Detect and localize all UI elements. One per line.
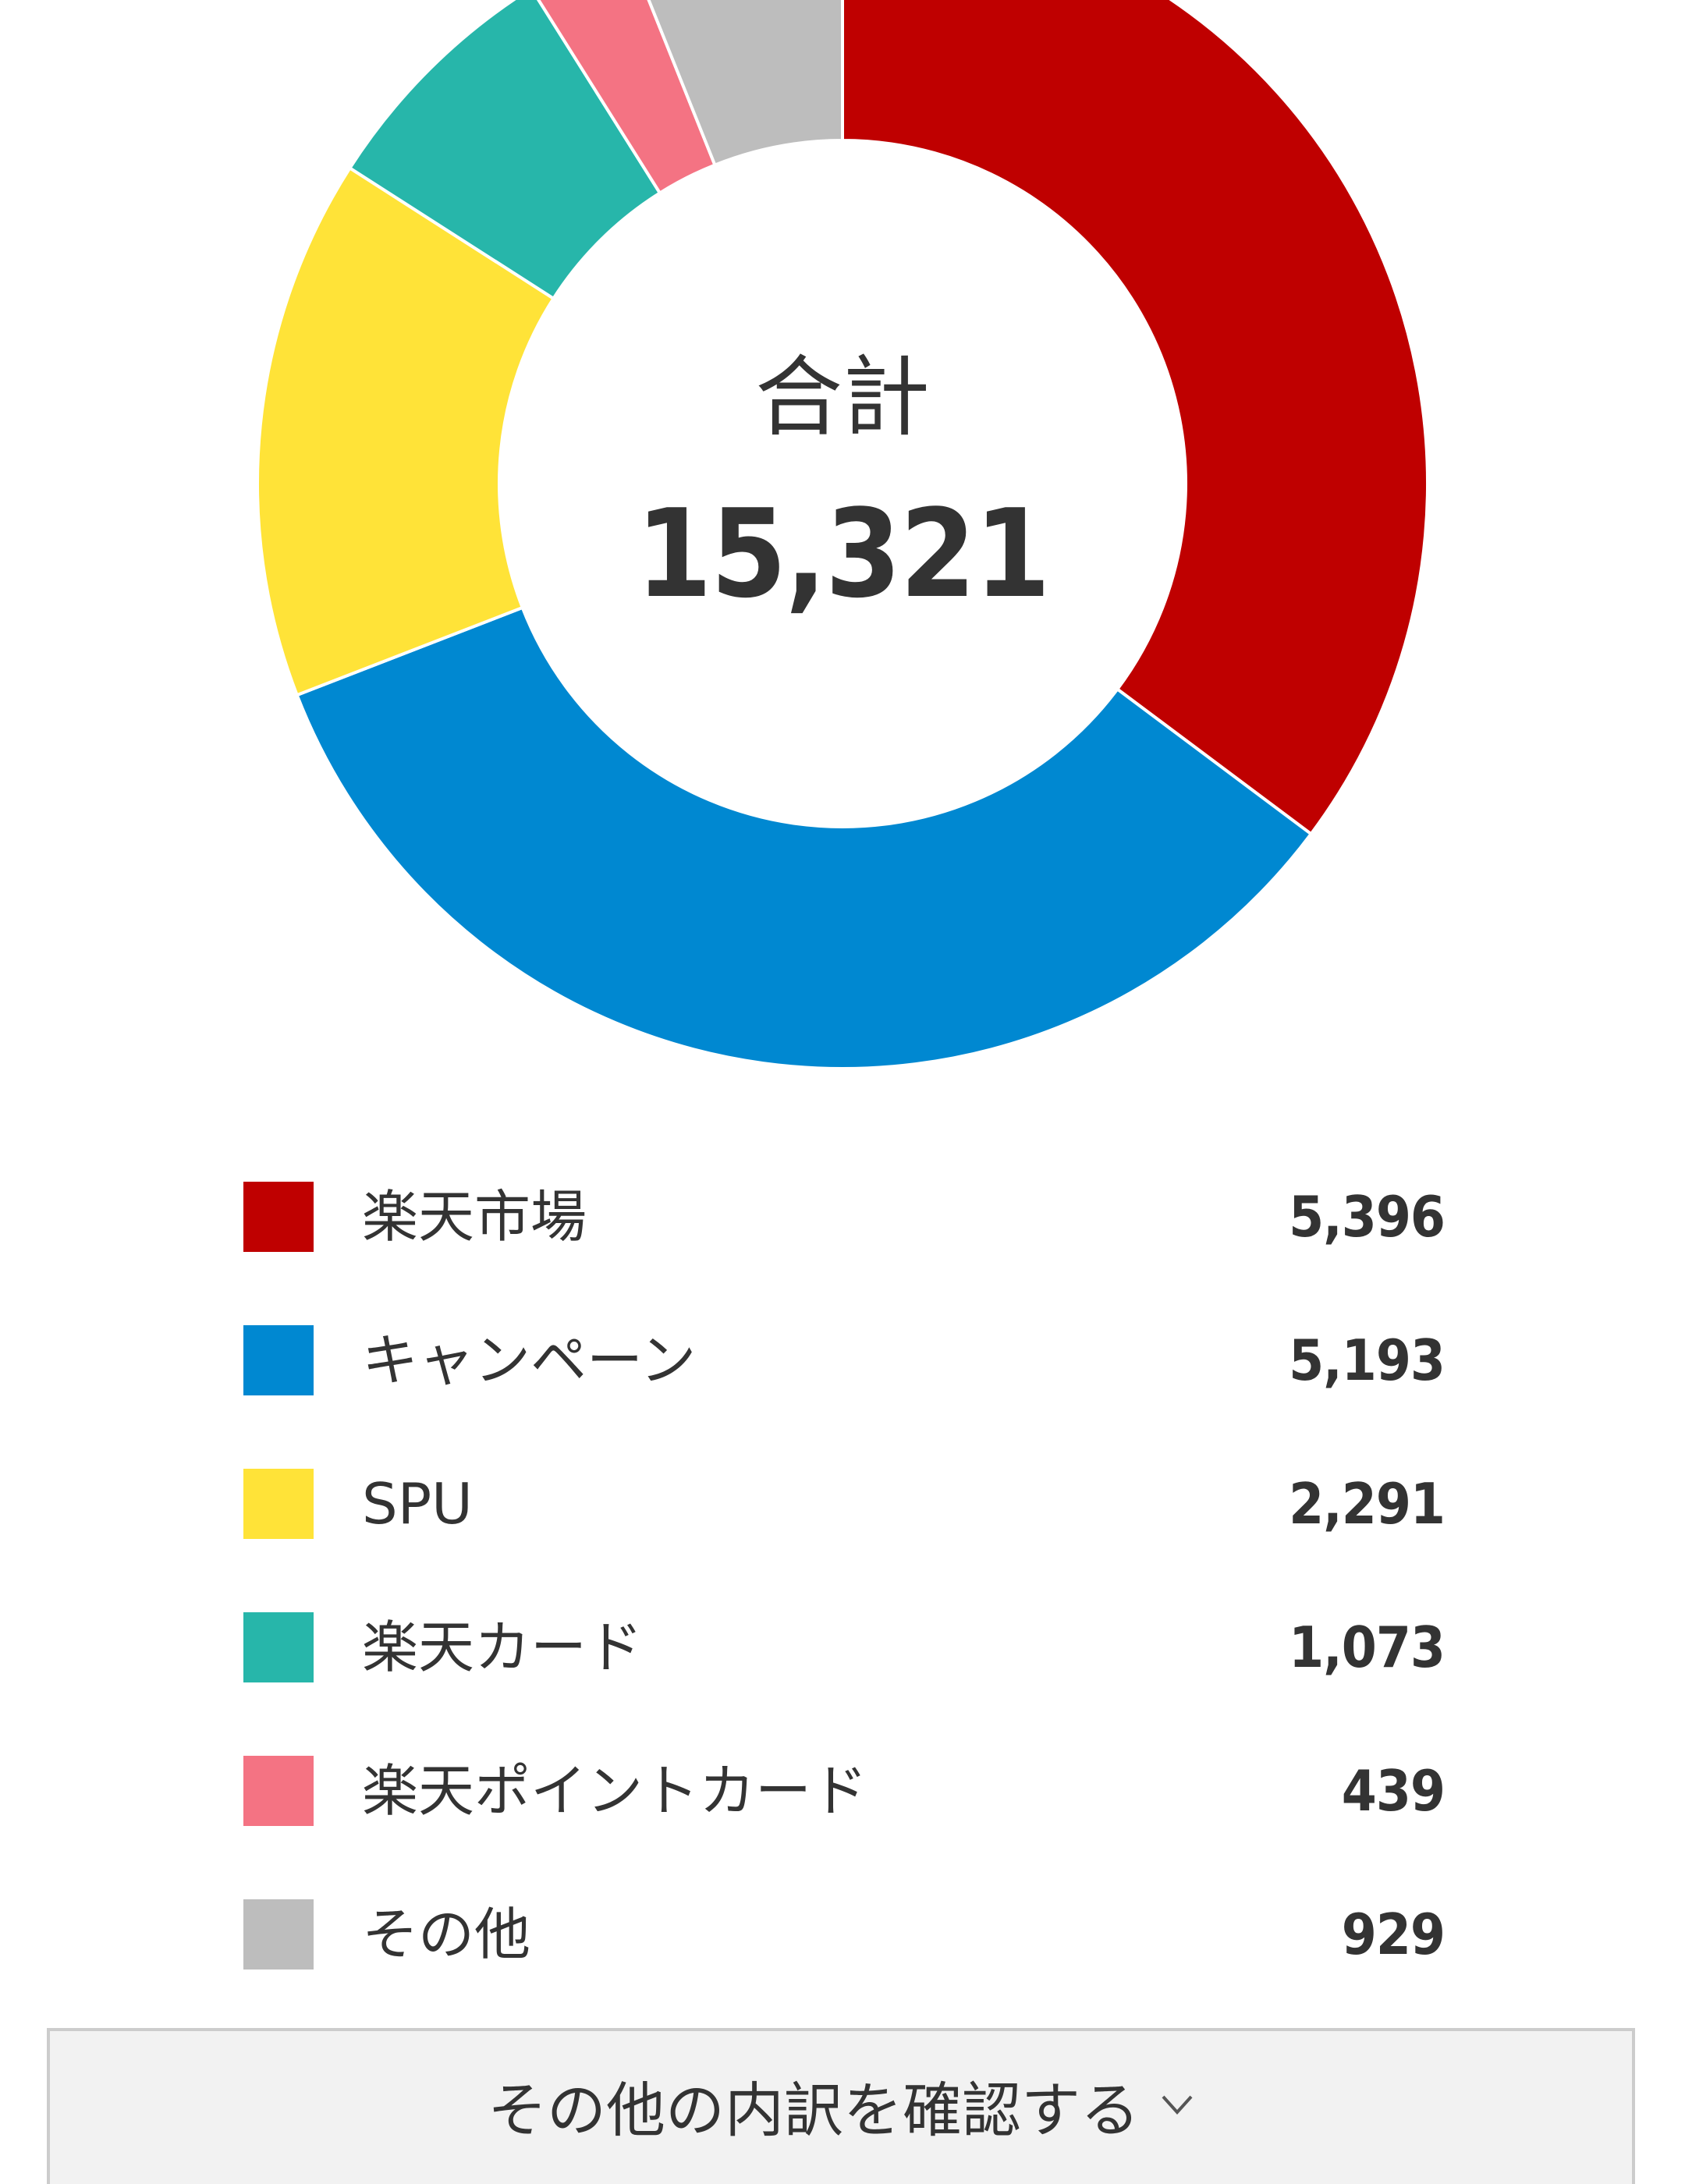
legend-swatch — [243, 1469, 314, 1539]
legend-swatch — [243, 1899, 314, 1970]
donut-slice-2 — [256, 165, 556, 697]
legend-item-campaign: キャンペーン 5,193 — [243, 1289, 1446, 1432]
legend-item-other: その他 929 — [243, 1863, 1446, 2006]
donut-slice-0 — [841, 0, 1429, 836]
legend-label: その他 — [362, 1902, 531, 1967]
legend-label: 楽天ポイントカード — [362, 1758, 868, 1824]
legend-swatch — [243, 1325, 314, 1395]
chevron-down-icon — [1160, 2087, 1194, 2122]
show-other-breakdown-label: その他の内訳を確認する — [488, 2076, 1140, 2145]
legend-item-rakuten-ichiba: 楽天市場 5,396 — [243, 1145, 1446, 1289]
donut-slice-3 — [347, 0, 662, 301]
chart-center-title: 合計 — [755, 347, 930, 448]
legend-item-rakuten-point-card: 楽天ポイントカード 439 — [243, 1719, 1446, 1863]
chart-center-total: 15,321 — [636, 483, 1051, 625]
legend-swatch — [243, 1756, 314, 1826]
legend-label: キャンペーン — [362, 1328, 697, 1393]
show-other-breakdown-button[interactable]: その他の内訳を確認する — [47, 2028, 1635, 2184]
legend-swatch — [243, 1182, 314, 1252]
legend-swatch — [243, 1612, 314, 1682]
donut-chart: 合計 15,321 — [256, 0, 1429, 1070]
legend-item-rakuten-card: 楽天カード 1,073 — [243, 1576, 1446, 1719]
donut-chart-svg — [256, 0, 1429, 1070]
legend-label: 楽天カード — [362, 1615, 644, 1680]
donut-slice-5 — [647, 0, 844, 168]
legend-value: 2,291 — [1289, 1471, 1446, 1537]
legend-item-spu: SPU 2,291 — [243, 1432, 1446, 1576]
legend-value: 5,396 — [1289, 1184, 1446, 1250]
legend-value: 1,073 — [1289, 1615, 1446, 1680]
donut-slice-1 — [295, 605, 1314, 1070]
legend-value: 929 — [1341, 1902, 1446, 1967]
legend-value: 5,193 — [1289, 1328, 1446, 1393]
chart-legend: 楽天市場 5,396 キャンペーン 5,193 SPU 2,291 楽天カード … — [243, 1145, 1446, 2006]
legend-value: 439 — [1341, 1758, 1446, 1824]
legend-label: SPU — [362, 1471, 473, 1537]
legend-label: 楽天市場 — [362, 1184, 587, 1250]
